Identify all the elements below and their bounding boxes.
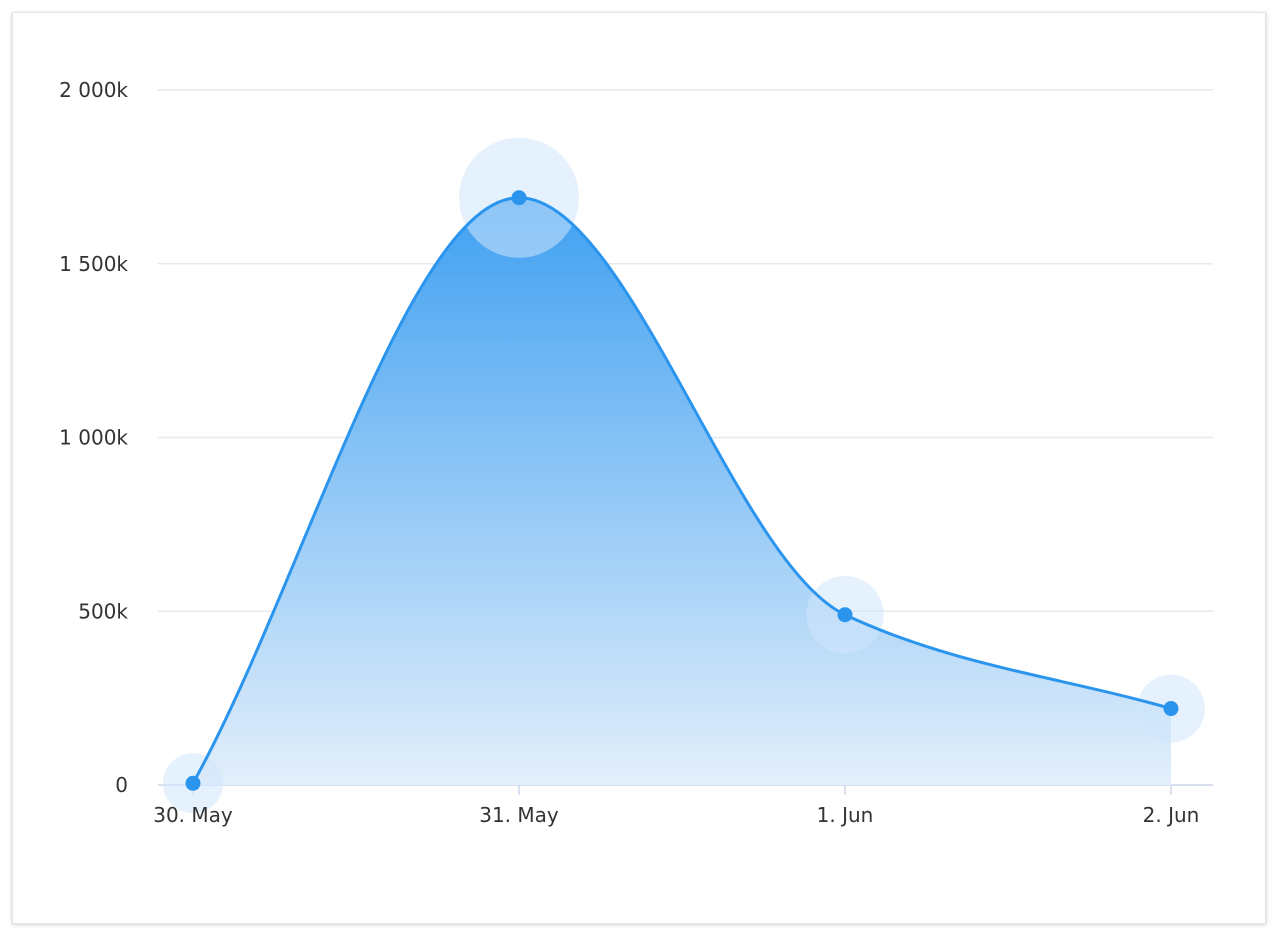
series-line	[191, 196, 1172, 784]
data-point	[511, 190, 527, 206]
y-tick-label: 1 500k	[59, 252, 128, 276]
data-point	[185, 775, 201, 791]
y-tick-label: 500k	[78, 599, 128, 623]
y-tick-label: 0	[115, 773, 128, 797]
data-point	[1163, 701, 1179, 717]
x-tick-label: 30. May	[153, 803, 233, 827]
x-tick-label: 2. Jun	[1143, 803, 1200, 827]
y-tick-label: 2 000k	[59, 78, 128, 102]
x-tick-label: 31. May	[479, 803, 559, 827]
y-tick-label: 1 000k	[59, 426, 128, 450]
series-area	[193, 197, 1171, 786]
x-tick-label: 1. Jun	[817, 803, 874, 827]
data-point	[837, 607, 853, 623]
